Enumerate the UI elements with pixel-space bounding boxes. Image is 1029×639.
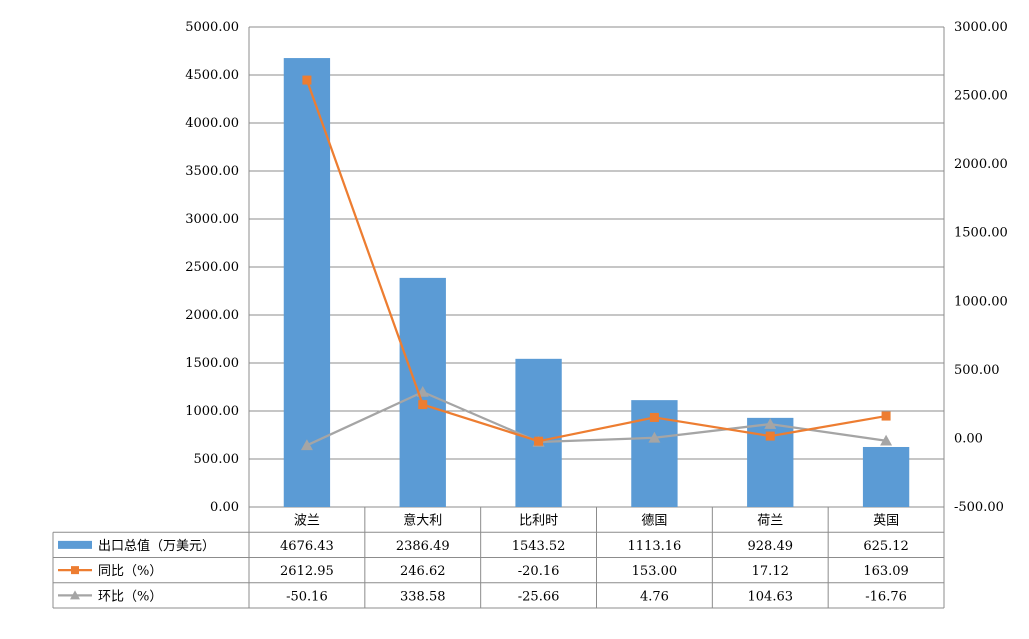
bar bbox=[515, 358, 562, 507]
legend-label: 出口总值（万美元） bbox=[98, 538, 215, 554]
y-right-tick-label: -500.00 bbox=[954, 500, 1004, 515]
y-right-tick-label: 3000.00 bbox=[954, 20, 1008, 35]
bar bbox=[862, 446, 910, 507]
table-value: 17.12 bbox=[752, 564, 789, 579]
y-right-tick-label: 1500.00 bbox=[954, 226, 1008, 241]
y-left-tick-label: 4000.00 bbox=[185, 116, 239, 131]
bar bbox=[283, 58, 331, 508]
table-value: 153.00 bbox=[632, 564, 678, 579]
category-label: 荷兰 bbox=[757, 514, 783, 529]
table-value: 338.58 bbox=[400, 589, 446, 604]
legend-key-yoy-marker bbox=[71, 566, 79, 575]
legend-key-bar bbox=[58, 540, 92, 549]
yoy-point bbox=[649, 412, 659, 422]
yoy-line bbox=[305, 79, 887, 443]
legend-label: 同比（%） bbox=[98, 564, 162, 579]
category-label: 波兰 bbox=[294, 514, 320, 529]
table-value: 2386.49 bbox=[396, 539, 450, 554]
mom-point bbox=[300, 439, 313, 451]
legend-key-mom-marker bbox=[70, 590, 80, 600]
y-left-tick-label: 3500.00 bbox=[185, 164, 239, 179]
yoy-point bbox=[302, 75, 312, 85]
table-value: 246.62 bbox=[400, 564, 446, 579]
table-value: 2612.95 bbox=[280, 564, 334, 579]
mom-point bbox=[648, 431, 661, 443]
category-label: 意大利 bbox=[403, 513, 442, 529]
table-value: 4676.43 bbox=[280, 539, 334, 554]
y-left-tick-label: 3000.00 bbox=[185, 212, 239, 227]
yoy-point bbox=[418, 400, 428, 410]
y-left-tick-label: 0.00 bbox=[210, 500, 239, 515]
category-label: 比利时 bbox=[519, 514, 558, 529]
table-value: 928.49 bbox=[748, 539, 794, 554]
table-value: -16.76 bbox=[865, 589, 907, 604]
y-left-tick-label: 2000.00 bbox=[185, 308, 239, 323]
table-value: -20.16 bbox=[518, 564, 560, 579]
mom-line bbox=[306, 390, 887, 447]
mom-point bbox=[880, 434, 893, 446]
y-right-tick-label: 1000.00 bbox=[954, 294, 1008, 309]
yoy-point bbox=[534, 436, 544, 446]
y-left-tick-label: 500.00 bbox=[194, 452, 240, 467]
category-label: 英国 bbox=[873, 514, 899, 529]
yoy-point bbox=[881, 411, 891, 421]
y-left-tick-label: 1000.00 bbox=[185, 404, 239, 419]
table-value: -50.16 bbox=[286, 589, 328, 604]
category-label: 德国 bbox=[641, 514, 667, 529]
table-value: 1113.16 bbox=[628, 539, 682, 554]
yoy-point bbox=[765, 431, 775, 441]
y-left-tick-label: 5000.00 bbox=[185, 20, 239, 35]
mom-point bbox=[764, 418, 777, 429]
legend-label: 环比（%） bbox=[98, 589, 162, 604]
table-value: 104.63 bbox=[748, 589, 794, 604]
y-left-tick-label: 1500.00 bbox=[185, 356, 239, 371]
y-left-tick-label: 2500.00 bbox=[185, 260, 239, 275]
y-right-tick-label: 0.00 bbox=[954, 431, 983, 446]
table-value: 4.76 bbox=[640, 589, 669, 604]
table-value: -25.66 bbox=[518, 589, 560, 604]
y-left-tick-label: 4500.00 bbox=[185, 68, 239, 83]
table-value: 625.12 bbox=[863, 539, 909, 554]
y-right-tick-label: 2500.00 bbox=[954, 89, 1008, 104]
y-right-tick-label: 500.00 bbox=[954, 363, 1000, 378]
bar bbox=[747, 417, 794, 507]
table-value: 1543.52 bbox=[512, 539, 566, 554]
table-value: 163.09 bbox=[863, 564, 909, 579]
y-right-tick-label: 2000.00 bbox=[954, 157, 1008, 172]
